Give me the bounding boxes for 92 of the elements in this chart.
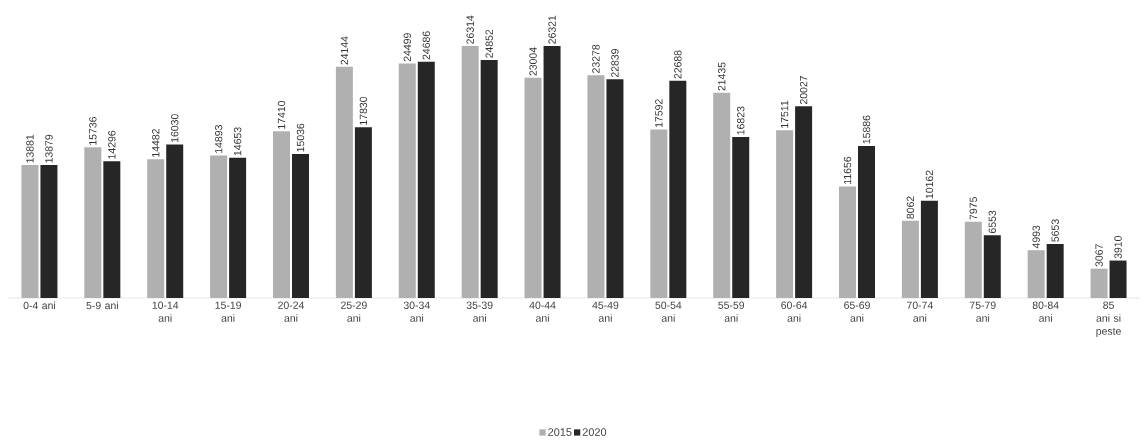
bar	[417, 61, 435, 298]
data-label: 11656	[843, 156, 852, 184]
data-label: 16823	[737, 106, 745, 135]
x-tick-label: 30-34 ani	[403, 301, 430, 322]
x-tick-label: 40-44 ani	[529, 301, 556, 322]
x-tick-label: 10-14 ani	[152, 301, 179, 322]
data-label: 8062	[906, 196, 915, 219]
data-label: 7975	[969, 197, 977, 220]
data-label: 24499	[403, 33, 411, 62]
data-label: 14482	[152, 129, 160, 157]
data-label: 23278	[592, 44, 600, 73]
data-label: 14653	[233, 127, 242, 156]
x-tick-label: 20-24 ani	[278, 301, 305, 322]
data-label: 22688	[674, 50, 682, 79]
data-label: 4993	[1032, 225, 1040, 249]
bar	[587, 75, 605, 298]
bar	[166, 144, 184, 298]
x-tick-label: 0-4 ani	[23, 301, 56, 310]
bar	[398, 63, 416, 298]
data-label: 24852	[485, 29, 493, 58]
data-label: 15736	[89, 117, 97, 145]
data-label: 22839	[611, 49, 619, 78]
bar	[461, 46, 479, 298]
data-label: 14296	[108, 130, 116, 159]
data-label: 20027	[799, 76, 808, 105]
bar	[354, 127, 372, 298]
data-label: 15886	[862, 115, 871, 144]
bar	[21, 165, 39, 298]
data-label: 14893	[214, 125, 223, 153]
data-label: 6553	[988, 210, 996, 234]
bar	[1109, 260, 1127, 298]
data-label: 26321	[548, 15, 556, 44]
bar	[606, 79, 624, 298]
x-tick-label: 85 ani si peste	[1096, 301, 1121, 337]
bar	[40, 165, 58, 298]
bar	[732, 136, 750, 298]
data-label: 21435	[718, 62, 726, 91]
bar	[1046, 243, 1064, 298]
data-label: 13879	[45, 134, 53, 163]
data-label: 17592	[655, 99, 663, 128]
data-label: 26314	[466, 15, 474, 44]
x-tick-label: 50-54 ani	[655, 301, 682, 322]
bar	[650, 129, 668, 298]
bar	[1090, 268, 1108, 298]
bar	[858, 145, 875, 298]
bar	[1027, 250, 1045, 298]
x-tick-label: 55-59 ani	[718, 301, 745, 322]
legend-label: 2020	[582, 428, 607, 436]
x-tick-label: 60-64 ani	[781, 301, 808, 322]
bar	[292, 154, 309, 298]
data-label: 16030	[171, 114, 179, 143]
x-tick-label: 35-39 ani	[466, 301, 493, 322]
data-label: 15036	[296, 123, 305, 152]
data-label: 17410	[277, 100, 286, 129]
data-label: 23004	[529, 47, 537, 76]
data-label: 24144	[340, 36, 349, 65]
bar	[210, 155, 228, 298]
data-label: 10162	[925, 170, 934, 199]
bar	[273, 131, 290, 298]
bar	[543, 46, 561, 298]
bar	[839, 186, 856, 298]
bar	[229, 157, 247, 298]
x-tick-label: 75-79 ani	[969, 301, 996, 322]
bar	[776, 130, 794, 298]
x-tick-label: 65-69 ani	[844, 301, 870, 322]
data-label: 3910	[1114, 236, 1122, 259]
bar	[84, 147, 102, 298]
x-tick-label: 70-74 ani	[907, 301, 933, 322]
bar	[795, 106, 813, 298]
data-label: 17830	[359, 96, 368, 125]
bar	[964, 221, 982, 298]
x-tick-label: 25-29 ani	[341, 301, 367, 322]
data-label: 17511	[780, 100, 789, 128]
bar	[713, 92, 731, 298]
bar	[480, 60, 498, 298]
bar	[669, 80, 687, 298]
x-tick-label: 80-84 ani	[1032, 301, 1059, 322]
bar	[335, 66, 353, 298]
bar	[901, 220, 919, 298]
x-tick-label: 15-19 ani	[215, 301, 241, 322]
bar	[524, 77, 542, 298]
bar	[920, 200, 938, 298]
bar	[983, 235, 1001, 298]
x-tick-label: 5-9 ani	[86, 301, 118, 310]
bar	[147, 159, 165, 298]
data-label: 13881	[26, 134, 34, 163]
x-tick-label: 45-49 ani	[592, 301, 619, 322]
legend-label: 2015	[548, 428, 572, 436]
data-label: 3067	[1095, 244, 1103, 267]
data-label: 24686	[422, 31, 430, 60]
bar	[103, 161, 121, 298]
data-label: 5653	[1051, 219, 1059, 242]
